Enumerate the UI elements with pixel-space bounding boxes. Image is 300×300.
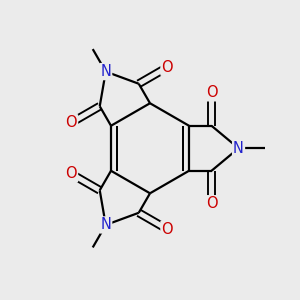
Text: O: O	[206, 85, 217, 100]
Text: O: O	[206, 196, 217, 211]
Text: N: N	[233, 141, 244, 156]
Text: N: N	[100, 64, 111, 79]
Text: O: O	[161, 222, 173, 237]
Text: O: O	[65, 166, 77, 181]
Text: O: O	[65, 115, 77, 130]
Text: N: N	[100, 218, 111, 232]
Text: O: O	[161, 60, 173, 75]
